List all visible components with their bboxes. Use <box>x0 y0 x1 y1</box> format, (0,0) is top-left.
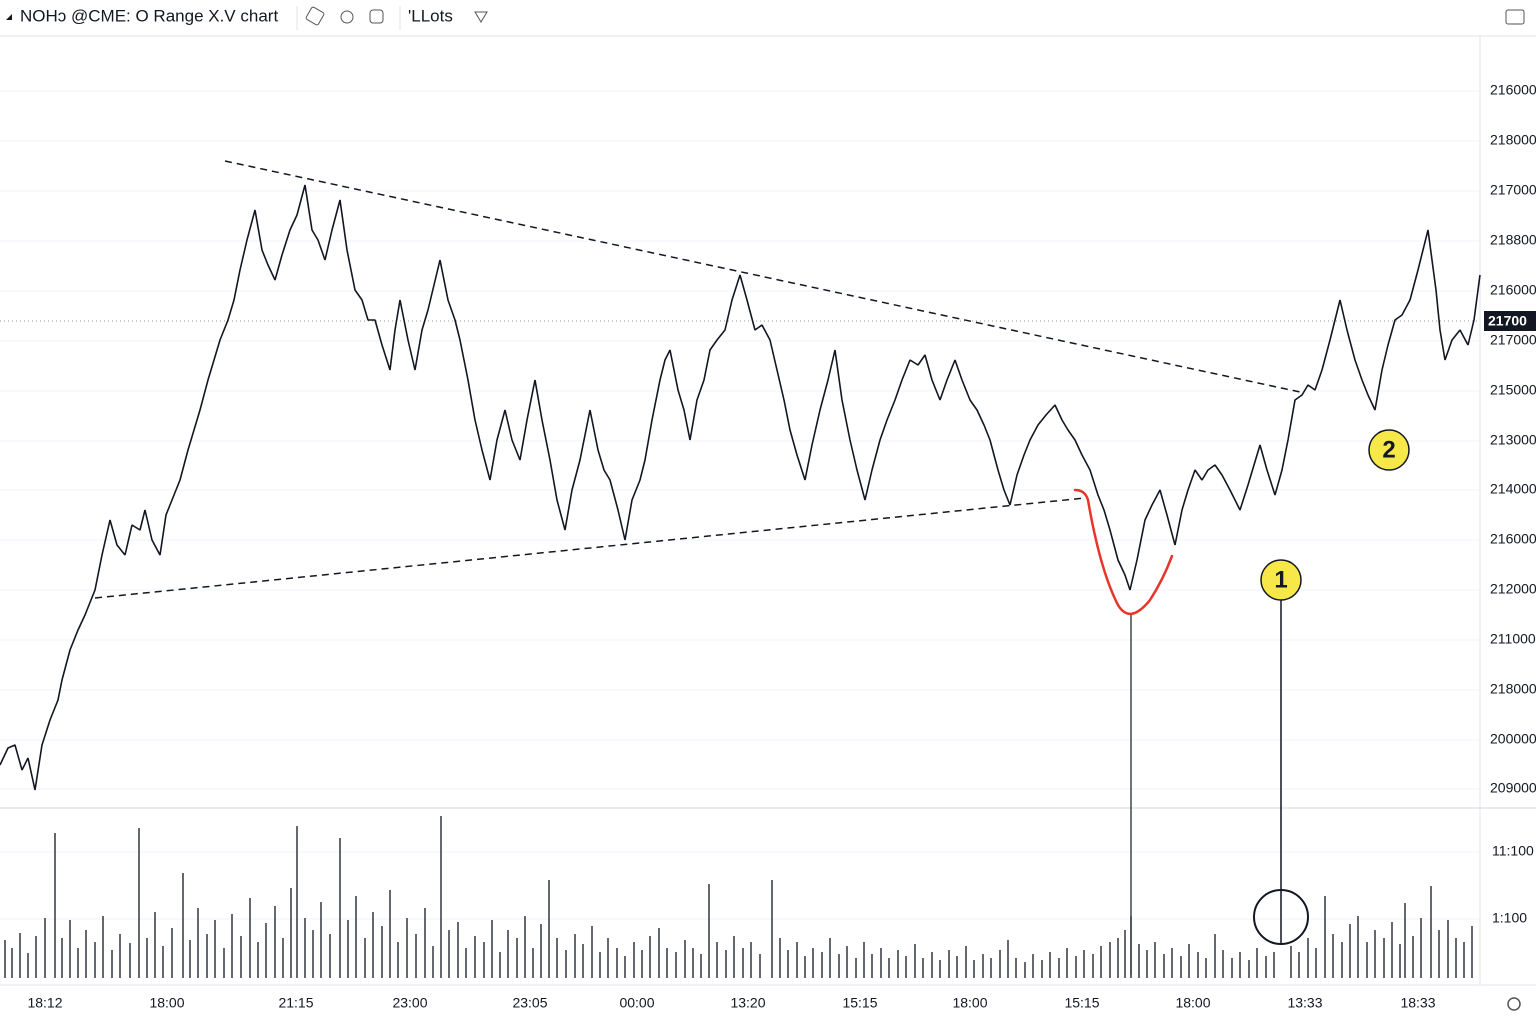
price-label: 217000 <box>1490 182 1536 198</box>
marker-badge <box>1368 429 1410 471</box>
price-axis: 216000 218000 217000 218800 216000 21700… <box>1490 82 1536 796</box>
time-label: 18:00 <box>149 995 184 1011</box>
price-label: 212000 <box>1490 581 1536 597</box>
settings-gear[interactable] <box>1507 997 1521 1011</box>
time-axis: 18:12 18:00 21:15 23:00 23:05 00:00 13:2… <box>27 995 1435 1011</box>
volume-label: 1:100 <box>1492 910 1527 926</box>
time-label: 18:33 <box>1400 995 1435 1011</box>
marker-label: 2 <box>1382 436 1395 463</box>
time-label: 23:00 <box>392 995 427 1011</box>
price-label: 213000 <box>1490 432 1536 448</box>
highlight-circle <box>1253 889 1309 945</box>
symbol-title[interactable]: NOHↄ @CME: O Range X.V chart <box>20 6 278 25</box>
menu-icon[interactable] <box>6 14 12 20</box>
price-series <box>0 184 1481 791</box>
time-label: 13:20 <box>730 995 765 1011</box>
lots-button[interactable]: 'LLots <box>408 6 453 25</box>
drawn-curve <box>1073 488 1174 615</box>
volume-bars <box>4 816 1473 978</box>
marker-label: 1 <box>1274 566 1287 593</box>
time-label: 15:15 <box>842 995 877 1011</box>
dropdown-icon[interactable] <box>474 11 488 23</box>
current-price-label: 21700 <box>1488 313 1527 329</box>
price-label: 214000 <box>1490 481 1536 497</box>
resistance-trendline <box>224 160 1301 393</box>
time-label: 18:12 <box>27 995 62 1011</box>
support-trendline <box>94 497 1086 599</box>
current-price-box <box>1484 311 1536 331</box>
time-label: 15:15 <box>1064 995 1099 1011</box>
price-label: 216000 <box>1490 82 1536 98</box>
time-label: 21:15 <box>278 995 313 1011</box>
price-label: 218000 <box>1490 681 1536 697</box>
price-label: 200000 <box>1490 731 1536 747</box>
snapshot-icon[interactable] <box>1505 9 1525 25</box>
indicator-icon[interactable] <box>340 10 354 24</box>
price-label: 218000 <box>1490 132 1536 148</box>
price-label: 218800 <box>1490 232 1536 248</box>
time-label: 23:05 <box>512 995 547 1011</box>
time-label: 13:33 <box>1287 995 1322 1011</box>
price-label: 215000 <box>1490 382 1536 398</box>
tag-icon[interactable] <box>305 6 325 26</box>
price-label: 217000 <box>1490 332 1536 348</box>
time-label: 18:00 <box>1175 995 1210 1011</box>
time-label: 00:00 <box>619 995 654 1011</box>
time-label: 18:00 <box>952 995 987 1011</box>
price-label: 216000 <box>1490 282 1536 298</box>
price-label: 209000 <box>1490 780 1536 796</box>
price-label: 216000 <box>1490 531 1536 547</box>
grid <box>0 90 1480 920</box>
settings-icon[interactable] <box>369 9 384 24</box>
volume-label: 11:100 <box>1492 843 1534 859</box>
price-label: 211000 <box>1490 631 1536 647</box>
toolbar <box>0 0 1536 36</box>
marker-badge <box>1260 559 1302 601</box>
